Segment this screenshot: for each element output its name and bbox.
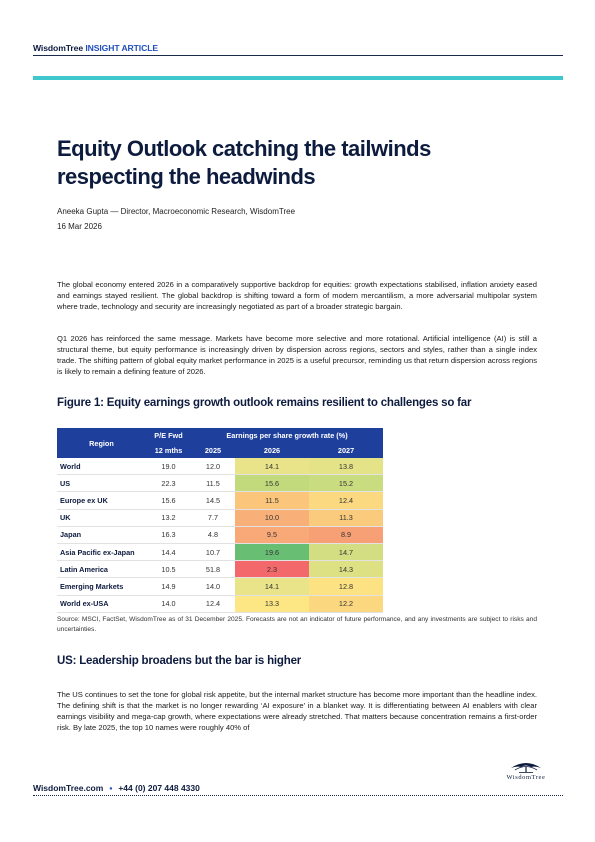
table-row: Asia Pacific ex-Japan 14.4 10.7 19.6 14.7 [57,543,384,562]
region-cell: Latin America [57,560,146,579]
header-eps-group: Earnings per share growth rate (%) [191,428,384,443]
table-row: Latin America 10.5 51.8 2.3 14.3 [57,560,384,579]
growth-2027-cell: 8.9 [309,526,384,544]
header-brand: WisdomTree [33,43,84,53]
us-paragraph: The US continues to set the tone for glo… [57,690,537,733]
article-title: Equity Outlook catching the tailwinds re… [57,136,431,189]
footer-phone: +44 (0) 207 448 4330 [118,783,200,793]
growth-2025-cell: 51.8 [191,560,235,579]
pe-cell: 16.3 [146,526,191,544]
growth-2025-cell: 10.7 [191,543,235,562]
growth-2026-cell: 13.3 [235,595,309,613]
table-row: Emerging Markets 14.9 14.0 14.1 12.8 [57,577,384,596]
growth-2025-cell: 4.8 [191,526,235,544]
figure-title: Figure 1: Equity earnings growth outlook… [57,397,472,409]
pe-cell: 14.4 [146,543,191,562]
header-region: Region [57,428,146,458]
region-cell: Japan [57,526,146,544]
region-cell: UK [57,509,146,527]
growth-2026-cell: 14.1 [235,458,309,476]
growth-2025-cell: 11.5 [191,474,235,493]
section-heading-us: US: Leadership broadens but the bar is h… [57,655,302,667]
table-row: World ex-USA 14.0 12.4 13.3 12.2 [57,595,384,613]
header-pe-line1: P/E Fwd [146,428,191,443]
tree-logo-icon [511,763,541,773]
growth-2026-cell: 2.3 [235,560,309,579]
region-cell: US [57,474,146,493]
growth-2025-cell: 7.7 [191,509,235,527]
table-row: US 22.3 11.5 15.6 15.2 [57,474,384,493]
pe-cell: 14.0 [146,595,191,613]
table-row: UK 13.2 7.7 10.0 11.3 [57,509,384,527]
table-row: World 19.0 12.0 14.1 13.8 [57,458,384,476]
pe-cell: 14.9 [146,577,191,596]
growth-2025-cell: 14.5 [191,491,235,510]
header-pe-line2: 12 mths [146,443,191,458]
intro-paragraph-2: Q1 2026 has reinforced the same message.… [57,334,537,377]
footer-rule [33,795,563,796]
pe-cell: 19.0 [146,458,191,476]
footer-website-link[interactable]: WisdomTree.com [33,783,104,793]
region-cell: Emerging Markets [57,577,146,596]
growth-2025-cell: 14.0 [191,577,235,596]
header-2026: 2026 [235,443,309,458]
table-row: Japan 16.3 4.8 9.5 8.9 [57,526,384,544]
pe-cell: 13.2 [146,509,191,527]
growth-2026-cell: 9.5 [235,526,309,544]
growth-2027-cell: 11.3 [309,509,384,527]
wisdomtree-logo: WisdomTree [491,760,561,786]
table-row: Europe ex UK 15.6 14.5 11.5 12.4 [57,491,384,510]
intro-paragraph-1: The global economy entered 2026 in a com… [57,280,537,312]
pe-cell: 22.3 [146,474,191,493]
logo-wordmark: WisdomTree [506,774,546,781]
growth-2026-cell: 19.6 [235,543,309,562]
header-2025: 2025 [191,443,235,458]
region-cell: Asia Pacific ex-Japan [57,543,146,562]
region-cell: World ex-USA [57,595,146,613]
table-source-note: Source: MSCI, FactSet, WisdomTree as of … [57,616,537,633]
earnings-table: Region P/E Fwd Earnings per share growth… [57,428,384,613]
growth-2027-cell: 12.8 [309,577,384,596]
growth-2027-cell: 15.2 [309,474,384,493]
header-label: WisdomTree INSIGHT ARTICLE [33,43,158,53]
article-author: Aneeka Gupta — Director, Macroeconomic R… [57,207,296,216]
region-cell: Europe ex UK [57,491,146,510]
growth-2026-cell: 10.0 [235,509,309,527]
header-2027: 2027 [309,443,384,458]
accent-bar [33,76,563,80]
growth-2025-cell: 12.4 [191,595,235,613]
region-cell: World [57,458,146,476]
footer-separator: ▪ [109,783,113,793]
growth-2027-cell: 14.7 [309,543,384,562]
growth-2026-cell: 14.1 [235,577,309,596]
header-rule [33,55,563,56]
growth-2026-cell: 15.6 [235,474,309,493]
growth-2027-cell: 13.8 [309,458,384,476]
growth-2027-cell: 12.4 [309,491,384,510]
footer-contact: WisdomTree.com ▪ +44 (0) 207 448 4330 [33,783,200,793]
pe-cell: 10.5 [146,560,191,579]
header-section: INSIGHT ARTICLE [85,43,158,53]
article-date: 16 Mar 2026 [57,222,102,231]
growth-2025-cell: 12.0 [191,458,235,476]
growth-2026-cell: 11.5 [235,491,309,510]
growth-2027-cell: 12.2 [309,595,384,613]
growth-2027-cell: 14.3 [309,560,384,579]
pe-cell: 15.6 [146,491,191,510]
